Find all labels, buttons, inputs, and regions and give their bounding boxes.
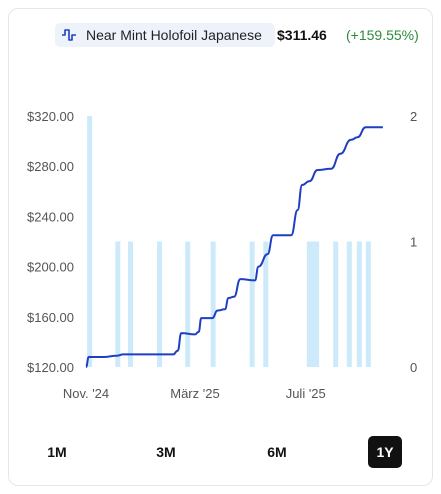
volume-bar	[333, 241, 339, 367]
range-button-1m[interactable]: 1M	[47, 444, 67, 460]
volume-bar	[127, 241, 133, 367]
y2-tick-label: 0	[410, 360, 417, 375]
y2-tick-label: 2	[410, 109, 417, 124]
price-line	[85, 126, 383, 368]
volume-bar	[310, 241, 316, 367]
range-button-6m[interactable]: 6M	[267, 444, 287, 460]
x-tick-label: Juli '25	[286, 386, 326, 401]
volume-bar	[263, 241, 269, 367]
y-tick-label: $240.00	[27, 209, 74, 224]
legend-price: $311.46	[277, 27, 327, 43]
legend[interactable]: Near Mint Holofoil Japanese	[55, 23, 275, 47]
volume-bar	[210, 241, 216, 367]
y-tick-label: $280.00	[27, 159, 74, 174]
volume-bar	[314, 241, 320, 367]
waveform-icon	[61, 28, 77, 42]
y-tick-label: $320.00	[27, 109, 74, 124]
legend-label: Near Mint Holofoil Japanese	[86, 27, 262, 43]
x-tick-label: Nov. '24	[63, 386, 109, 401]
volume-bar	[306, 241, 312, 367]
volume-bar	[115, 241, 121, 367]
volume-bar	[87, 116, 93, 367]
volume-bar	[365, 241, 371, 367]
x-tick-label: März '25	[170, 386, 219, 401]
y-tick-label: $200.00	[27, 260, 74, 275]
chart-card	[8, 8, 433, 486]
legend-change: (+159.55%)	[346, 27, 419, 43]
range-button-1y[interactable]: 1Y	[368, 436, 402, 468]
volume-bar	[356, 241, 362, 367]
range-button-3m[interactable]: 3M	[156, 444, 176, 460]
y2-tick-label: 1	[410, 235, 417, 250]
y-tick-label: $120.00	[27, 360, 74, 375]
y-tick-label: $160.00	[27, 310, 74, 325]
volume-bar	[157, 241, 163, 367]
price-chart: $320.00 $280.00 $240.00 $200.00 $160.00 $120.…	[27, 109, 417, 401]
volume-bar	[346, 241, 352, 367]
volume-bar	[185, 241, 191, 367]
volume-bar	[249, 241, 255, 367]
